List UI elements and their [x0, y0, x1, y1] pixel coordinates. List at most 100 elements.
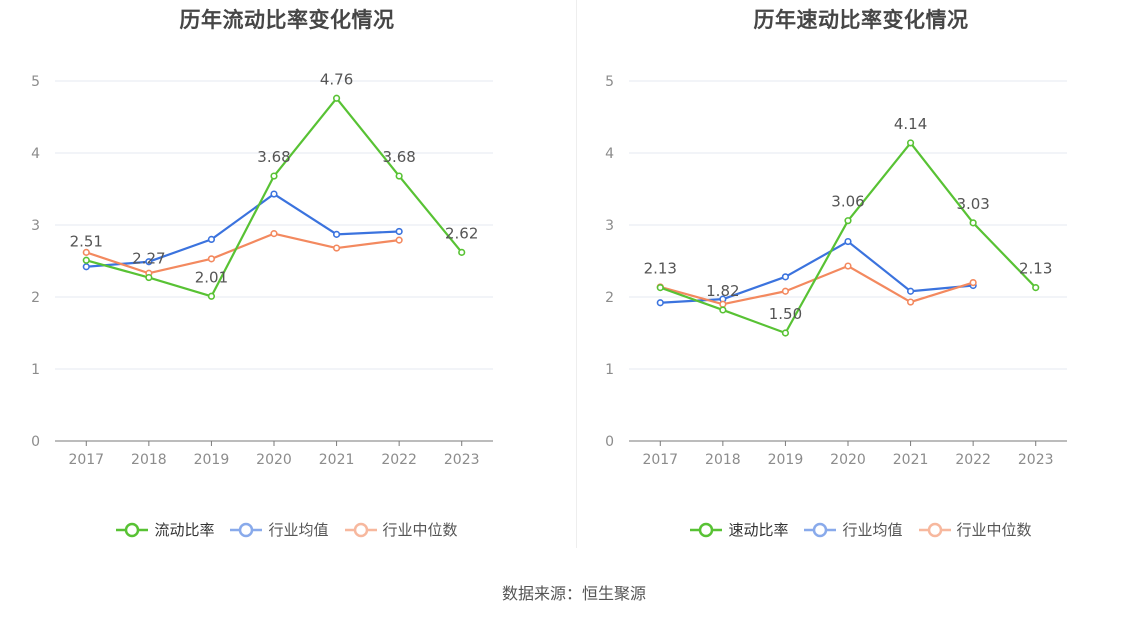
legend-line-icon [344, 522, 377, 537]
data-point[interactable] [906, 298, 915, 306]
panel-divider [576, 0, 577, 548]
data-point[interactable] [656, 299, 664, 307]
right-chart-legend: 速动比率 行业均值 行业中位数 [574, 519, 1148, 540]
data-point[interactable] [781, 329, 790, 337]
legend-label: 行业均值 [842, 521, 903, 539]
x-tick-label: 2018 [131, 452, 167, 468]
data-point[interactable] [458, 248, 466, 256]
data-label: 3.03 [956, 195, 989, 213]
data-point[interactable] [332, 94, 341, 102]
data-label: 3.68 [257, 148, 290, 166]
data-point[interactable] [969, 219, 977, 227]
y-tick-label: 5 [605, 74, 614, 90]
data-point[interactable] [82, 263, 90, 271]
data-point[interactable] [395, 236, 403, 244]
y-tick-label: 1 [605, 362, 614, 378]
data-point[interactable] [270, 230, 278, 238]
x-tick-label: 2020 [830, 452, 866, 468]
data-label: 2.01 [195, 268, 228, 286]
x-tick-label: 2017 [642, 452, 678, 468]
legend-item[interactable]: 行业中位数 [918, 519, 1032, 540]
data-point[interactable] [719, 300, 727, 308]
x-tick-label: 2021 [893, 452, 929, 468]
data-point[interactable] [781, 273, 790, 281]
y-tick-label: 1 [31, 362, 40, 378]
data-point[interactable] [969, 279, 977, 287]
legend-item[interactable]: 行业均值 [804, 519, 903, 540]
data-point[interactable] [145, 258, 153, 266]
legend-label: 行业均值 [268, 521, 329, 539]
data-point[interactable] [781, 287, 790, 295]
data-point[interactable] [844, 237, 852, 246]
data-label: 2.13 [644, 260, 677, 278]
data-point[interactable] [270, 190, 278, 198]
series-line [660, 240, 974, 304]
data-point[interactable] [145, 273, 153, 282]
data-point[interactable] [719, 306, 727, 314]
data-point[interactable] [332, 244, 341, 252]
chart-title: 历年流动比率变化情况 [179, 8, 395, 32]
x-tick-label: 2021 [319, 452, 355, 468]
data-label: 2.62 [445, 224, 478, 242]
legend-label: 行业中位数 [382, 521, 458, 539]
legend-line-icon [918, 522, 951, 537]
legend-line-icon [690, 522, 723, 537]
data-point[interactable] [844, 217, 852, 225]
data-point[interactable] [656, 284, 664, 292]
source-note: 数据来源：恒生聚源 [501, 584, 646, 603]
legend-line-icon [116, 522, 149, 537]
left-chart-legend: 流动比率 行业均值 行业中位数 [0, 519, 574, 540]
x-tick-label: 2023 [1018, 452, 1054, 468]
legend-item[interactable]: 行业中位数 [344, 519, 458, 540]
data-point[interactable] [906, 287, 915, 295]
y-tick-label: 0 [605, 434, 614, 450]
x-tick-label: 2020 [256, 452, 292, 468]
legend-label: 速动比率 [728, 521, 789, 539]
y-tick-label: 3 [605, 218, 614, 234]
legend-label: 流动比率 [154, 521, 215, 539]
y-tick-label: 3 [31, 218, 40, 234]
legend-item[interactable]: 行业均值 [230, 519, 329, 540]
data-label: 4.14 [894, 115, 927, 133]
data-label: 1.50 [769, 305, 802, 323]
data-label: 3.68 [382, 148, 415, 166]
data-point[interactable] [82, 256, 90, 264]
data-point[interactable] [395, 172, 403, 180]
series-line [86, 192, 400, 268]
legend-item[interactable]: 流动比率 [116, 519, 214, 540]
data-point[interactable] [270, 172, 278, 180]
data-point[interactable] [207, 235, 216, 243]
y-tick-label: 2 [605, 290, 614, 306]
left-chart-plot: 0 1 2 3 4 5 2017 2018 2019 2020 2021 2022 2023 2.51 2.… [31, 70, 493, 468]
data-label: 3.06 [831, 193, 864, 211]
x-tick-label: 2019 [768, 452, 804, 468]
left-chart-panel: 历年流动比率变化情况 0 1 2 3 4 5 2017 2018 2019 2020 2021 202… [0, 0, 574, 560]
data-label: 2.27 [132, 250, 165, 268]
data-point[interactable] [207, 292, 216, 300]
right-chart-plot: 0 1 2 3 4 5 2017 2018 2019 2020 2021 2022 2023 2.13 1.… [605, 74, 1067, 468]
legend-item[interactable]: 速动比率 [690, 519, 788, 540]
data-point[interactable] [395, 227, 403, 236]
data-label: 2.13 [1019, 260, 1052, 278]
chart-title: 历年速动比率变化情况 [753, 8, 969, 32]
series-line [659, 141, 1037, 335]
data-point[interactable] [844, 262, 852, 270]
data-point[interactable] [82, 248, 90, 256]
y-tick-label: 4 [605, 146, 614, 162]
x-tick-label: 2018 [705, 452, 741, 468]
right-chart-panel: 历年速动比率变化情况 0 1 2 3 4 5 2017 2018 2019 2020 2021 202… [574, 0, 1148, 560]
data-point[interactable] [1032, 284, 1040, 292]
x-tick-label: 2022 [381, 452, 417, 468]
x-tick-label: 2017 [68, 452, 104, 468]
data-label: 1.82 [706, 282, 739, 300]
y-tick-label: 2 [31, 290, 40, 306]
x-tick-label: 2022 [955, 452, 991, 468]
series-line [85, 232, 400, 275]
legend-label: 行业中位数 [956, 521, 1032, 539]
y-tick-label: 4 [31, 146, 40, 162]
x-tick-label: 2023 [444, 452, 480, 468]
data-point[interactable] [207, 255, 216, 263]
data-label: 2.51 [70, 232, 103, 250]
data-point[interactable] [906, 139, 915, 147]
data-point[interactable] [332, 230, 341, 238]
